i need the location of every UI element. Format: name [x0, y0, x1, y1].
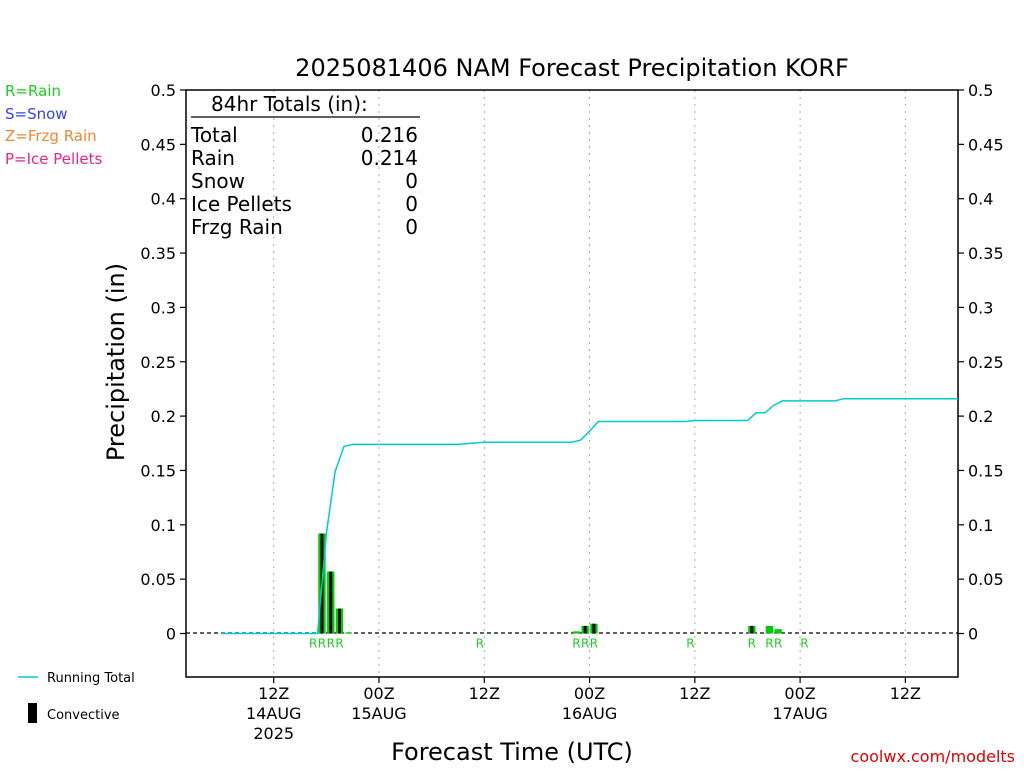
ptype-legend: R=Rain S=Snow Z=Frzg Rain P=Ice Pellets: [5, 82, 102, 168]
x-tick-label: 00Z: [363, 684, 394, 703]
x-tick-label: 00Z: [574, 684, 605, 703]
legend-frzg-rain: Z=Frzg Rain: [5, 127, 97, 145]
y-tick-label-left: 0.5: [151, 81, 176, 100]
convective-legend-label: Convective: [47, 708, 120, 723]
ptype-marker: R: [774, 637, 782, 651]
x-tick-label: 00Z: [784, 684, 815, 703]
x-tick-label: 12Z: [890, 684, 921, 703]
ptype-marker: R: [686, 637, 694, 651]
y-tick-label-left: 0.3: [151, 298, 176, 317]
x-tick-date: 14AUG: [246, 704, 301, 723]
y-tick-label-left: 0.05: [140, 570, 176, 589]
totals-value-rain: 0.214: [361, 146, 418, 170]
vertical-gridlines: [273, 90, 906, 677]
ptype-marker: R: [581, 637, 589, 651]
precip-bar: [344, 632, 352, 634]
x-tick-date: 17AUG: [772, 704, 827, 723]
ptype-marker: R: [476, 637, 484, 651]
chart-title: 2025081406 NAM Forecast Precipitation KO…: [295, 54, 849, 82]
legend-snow: S=Snow: [5, 105, 68, 123]
precip-bars: [318, 533, 782, 634]
ptype-marker: R: [327, 637, 335, 651]
series-legend: Running Total Convective: [18, 671, 135, 723]
y-axis-right: 0 0.05 0.1 0.15 0.2 0.25 0.3 0.35 0.4 0.45 0.5: [958, 81, 1004, 644]
totals-value-snow: 0: [405, 169, 418, 193]
convective-bar: [338, 608, 341, 634]
legend-rain: R=Rain: [5, 82, 61, 100]
ptype-marker: R: [572, 637, 580, 651]
y-tick-label-left: 0.45: [140, 135, 176, 154]
y-tick-label-right: 0.5: [968, 81, 993, 100]
totals-label-rain: Rain: [191, 146, 235, 170]
x-tick-date: 16AUG: [562, 704, 617, 723]
totals-heading: 84hr Totals (in):: [211, 92, 368, 116]
running-total-legend-label: Running Total: [47, 671, 135, 686]
ptype-marker: R: [335, 637, 343, 651]
ptype-marker: R: [748, 637, 756, 651]
precip-bar: [572, 631, 581, 634]
y-tick-label-left: 0.2: [151, 407, 176, 426]
y-tick-label-right: 0.15: [968, 461, 1004, 480]
ptype-marker: R: [800, 637, 808, 651]
ptype-marker: R: [590, 637, 598, 651]
y-tick-label-right: 0.05: [968, 570, 1004, 589]
y-tick-label-right: 0.3: [968, 298, 993, 317]
precip-bar: [774, 629, 782, 634]
totals-label-frzg-rain: Frzg Rain: [191, 215, 283, 239]
precip-bar: [765, 625, 774, 634]
convective-bar: [329, 571, 333, 634]
y-tick-label-left: 0: [166, 625, 176, 644]
x-axis-label: Forecast Time (UTC): [391, 738, 633, 766]
totals-value-ice-pellets: 0: [405, 192, 418, 216]
y-axis-left: 0 0.05 0.1 0.15 0.2 0.25 0.3 0.35 0.4 0.45 0.5: [140, 81, 186, 644]
plot-frame: [185, 89, 959, 678]
y-tick-label-left: 0.25: [140, 353, 176, 372]
ptype-marker: R: [765, 637, 773, 651]
legend-ice-pellets: P=Ice Pellets: [5, 150, 102, 168]
totals-label-total: Total: [190, 123, 238, 147]
ptype-marker: R: [318, 637, 326, 651]
totals-value-total: 0.216: [361, 123, 418, 147]
y-axis-label: Precipitation (in): [102, 263, 130, 461]
y-tick-label-left: 0.4: [151, 190, 176, 209]
convective-bar: [592, 623, 596, 634]
convective-bar: [583, 625, 587, 634]
y-tick-label-right: 0.25: [968, 353, 1004, 372]
convective-bar: [750, 625, 754, 634]
y-tick-label-left: 0.15: [140, 461, 176, 480]
y-tick-label-right: 0.35: [968, 244, 1004, 263]
y-tick-label-right: 0.2: [968, 407, 993, 426]
running-total-series: [221, 397, 958, 635]
convective-legend-swatch: [28, 703, 37, 723]
totals-value-frzg-rain: 0: [405, 215, 418, 239]
y-tick-label-right: 0: [968, 625, 978, 644]
running-total-line: [221, 397, 958, 635]
x-tick-label: 12Z: [258, 684, 289, 703]
y-tick-label-right: 0.45: [968, 135, 1004, 154]
x-tick-year: 2025: [253, 724, 294, 743]
y-tick-label-right: 0.1: [968, 516, 993, 535]
x-tick-label: 12Z: [469, 684, 500, 703]
ptype-marker: R: [309, 637, 317, 651]
x-tick-label: 12Z: [679, 684, 710, 703]
totals-box: 84hr Totals (in): Total 0.216 Rain 0.214…: [190, 92, 420, 239]
x-tick-date: 15AUG: [351, 704, 406, 723]
totals-label-snow: Snow: [191, 169, 245, 193]
y-tick-label-right: 0.4: [968, 190, 993, 209]
totals-label-ice-pellets: Ice Pellets: [191, 192, 292, 216]
credit-text: coolwx.com/modelts: [851, 747, 1015, 766]
y-tick-label-left: 0.1: [151, 516, 176, 535]
y-tick-label-left: 0.35: [140, 244, 176, 263]
